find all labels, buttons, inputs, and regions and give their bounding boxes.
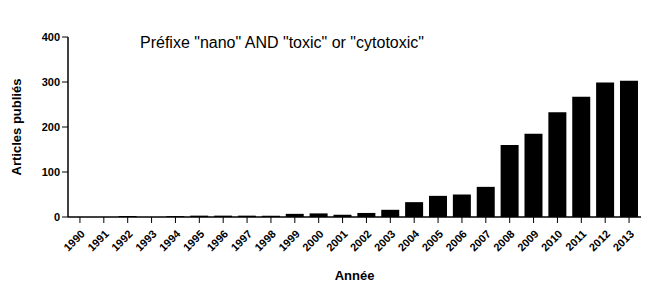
svg-text:1990: 1990 xyxy=(61,228,87,254)
svg-text:Année: Année xyxy=(335,268,375,282)
svg-text:100: 100 xyxy=(42,166,60,178)
svg-text:2009: 2009 xyxy=(515,228,541,254)
svg-text:2006: 2006 xyxy=(443,228,469,254)
svg-text:1999: 1999 xyxy=(276,228,302,254)
svg-text:2010: 2010 xyxy=(539,228,565,254)
svg-text:2004: 2004 xyxy=(395,227,421,253)
svg-text:1995: 1995 xyxy=(181,228,207,254)
svg-text:1997: 1997 xyxy=(228,228,254,254)
svg-text:0: 0 xyxy=(54,211,60,223)
svg-text:1993: 1993 xyxy=(133,228,159,254)
svg-text:2005: 2005 xyxy=(419,228,445,254)
svg-text:Articles publiés: Articles publiés xyxy=(9,79,24,176)
svg-text:1994: 1994 xyxy=(157,227,183,253)
svg-text:200: 200 xyxy=(42,121,60,133)
svg-text:2008: 2008 xyxy=(491,228,517,254)
svg-text:1992: 1992 xyxy=(109,228,135,254)
svg-text:1998: 1998 xyxy=(252,228,278,254)
svg-text:1991: 1991 xyxy=(85,228,111,254)
svg-text:400: 400 xyxy=(42,31,60,43)
svg-text:2002: 2002 xyxy=(348,228,374,254)
svg-text:2000: 2000 xyxy=(300,228,326,254)
svg-text:1996: 1996 xyxy=(204,228,230,254)
svg-text:2003: 2003 xyxy=(372,228,398,254)
svg-text:2013: 2013 xyxy=(610,228,636,254)
svg-text:2001: 2001 xyxy=(324,228,350,254)
svg-text:2011: 2011 xyxy=(563,228,588,253)
svg-text:300: 300 xyxy=(42,76,60,88)
svg-text:2012: 2012 xyxy=(586,228,612,254)
html-text:Préfixe "nano" AND "toxic" or: Préfixe "nano" AND "toxic" or "cytotoxic… xyxy=(140,34,424,51)
svg-text:2007: 2007 xyxy=(467,228,493,254)
